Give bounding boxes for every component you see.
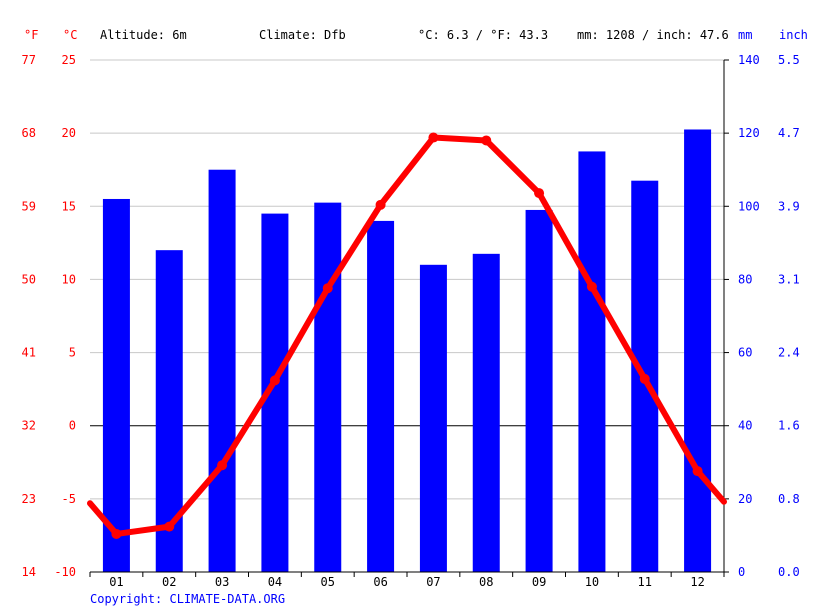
mm-tick-label: 100 — [738, 199, 760, 213]
temperature-point — [164, 521, 175, 532]
month-tick-label: 01 — [109, 575, 123, 589]
celsius-tick-label: -10 — [54, 565, 76, 579]
celsius-tick-label: 15 — [62, 199, 76, 213]
mm-tick-label: 80 — [738, 272, 752, 286]
inch-tick-label: 3.9 — [778, 199, 800, 213]
temperature-line — [87, 134, 727, 537]
fahrenheit-tick-label: 68 — [22, 126, 36, 140]
celsius-tick-label: 20 — [62, 126, 76, 140]
temperature-point — [217, 460, 228, 471]
inch-tick-label: 2.4 — [778, 346, 800, 360]
temperature-point — [375, 199, 386, 210]
month-tick-label: 03 — [215, 575, 229, 589]
inch-tick-label: 1.6 — [778, 419, 800, 433]
altitude-label: Altitude: 6m — [100, 28, 187, 42]
temperature-point — [586, 281, 597, 292]
month-tick-label: 02 — [162, 575, 176, 589]
fahrenheit-tick-label: 50 — [22, 272, 36, 286]
fahrenheit-tick-label: 14 — [22, 565, 36, 579]
month-tick-label: 12 — [690, 575, 704, 589]
precipitation-bar — [419, 264, 447, 572]
temperature-point — [639, 373, 650, 384]
month-tick-label: 11 — [638, 575, 652, 589]
celsius-tick-label: 0 — [69, 419, 76, 433]
celsius-unit-label: °C — [63, 28, 78, 42]
month-tick-label: 05 — [321, 575, 335, 589]
month-tick-label: 07 — [426, 575, 440, 589]
precipitation-total-label: mm: 1208 / inch: 47.6 — [577, 28, 729, 42]
temperature-point — [322, 283, 333, 294]
temperature-point — [481, 135, 492, 146]
mm-tick-label: 40 — [738, 419, 752, 433]
temperature-point — [111, 528, 122, 539]
inch-tick-label: 0.0 — [778, 565, 800, 579]
mm-tick-label: 20 — [738, 492, 752, 506]
celsius-tick-label: -5 — [62, 492, 76, 506]
fahrenheit-tick-label: 41 — [22, 346, 36, 360]
precipitation-bar — [684, 129, 712, 572]
fahrenheit-tick-label: 77 — [22, 53, 36, 67]
month-tick-label: 08 — [479, 575, 493, 589]
temperature-point — [692, 466, 703, 477]
inch-tick-label: 3.1 — [778, 272, 800, 286]
month-tick-label: 10 — [585, 575, 599, 589]
temperature-point — [428, 132, 439, 143]
precipitation-bar — [102, 198, 130, 572]
precipitation-bar — [472, 253, 500, 573]
mm-unit-label: mm — [738, 28, 753, 42]
celsius-tick-label: 10 — [62, 272, 76, 286]
copyright-link[interactable]: Copyright: CLIMATE-DATA.ORG — [90, 592, 286, 606]
inch-tick-label: 5.5 — [778, 53, 800, 67]
celsius-tick-label: 25 — [62, 53, 76, 67]
inch-unit-label: inch — [779, 28, 808, 42]
fahrenheit-tick-label: 23 — [22, 492, 36, 506]
temperature-average-label: °C: 6.3 / °F: 43.3 — [418, 28, 549, 42]
fahrenheit-tick-label: 59 — [22, 199, 36, 213]
precipitation-bar — [367, 220, 395, 572]
month-tick-label: 04 — [268, 575, 282, 589]
temperature-point — [269, 375, 280, 386]
mm-tick-label: 140 — [738, 53, 760, 67]
month-tick-label: 09 — [532, 575, 546, 589]
inch-tick-label: 4.7 — [778, 126, 800, 140]
mm-tick-label: 60 — [738, 346, 752, 360]
climate-label: Climate: Dfb — [259, 28, 346, 42]
mm-tick-label: 120 — [738, 126, 760, 140]
celsius-tick-label: 5 — [69, 346, 76, 360]
mm-tick-label: 0 — [738, 565, 745, 579]
fahrenheit-tick-label: 32 — [22, 419, 36, 433]
precipitation-bar — [314, 202, 342, 572]
precipitation-bar — [208, 169, 236, 572]
temperature-point — [534, 188, 545, 199]
inch-tick-label: 0.8 — [778, 492, 800, 506]
precipitation-bar — [578, 151, 606, 572]
month-tick-label: 06 — [373, 575, 387, 589]
precipitation-bar — [525, 209, 553, 572]
fahrenheit-unit-label: °F — [24, 28, 39, 42]
